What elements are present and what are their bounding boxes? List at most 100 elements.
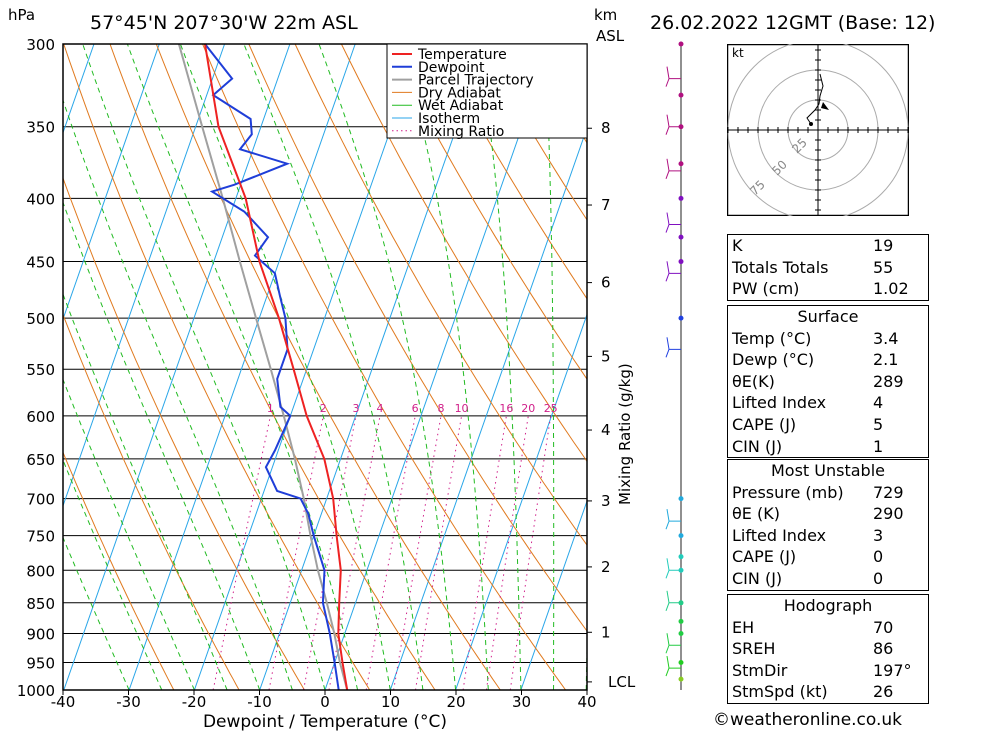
wind-barb [665, 114, 681, 135]
most-unstable-row: Lifted Index 3 [732, 525, 884, 545]
km-tick-label: 2 [601, 558, 611, 576]
mixing-ratio-line [212, 415, 271, 690]
mixing-ratio-label: 1 [267, 402, 274, 415]
mixing-ratio-label: 3 [352, 402, 359, 415]
wind-barb [665, 509, 681, 530]
x-tick-label: -20 [182, 693, 207, 711]
wind-barb [665, 337, 681, 358]
mixing-ratio-line [415, 415, 463, 690]
legend-entry: Mixing Ratio [418, 124, 504, 140]
most-unstable-title: Most Unstable [771, 461, 885, 480]
mixing-ratio-label: 16 [499, 402, 513, 415]
pressure-tick-label: 600 [26, 408, 55, 426]
hodograph-stats-title: Hodograph [783, 596, 873, 615]
dry-adiabat-line [63, 44, 371, 690]
wind-level-marker [678, 234, 684, 240]
dry-adiabat-line [202, 44, 567, 690]
pressure-tick-label: 550 [26, 361, 55, 379]
wind-level-marker [678, 259, 684, 265]
km-tick-label: 4 [601, 421, 611, 439]
x-tick-label: -30 [116, 693, 141, 711]
x-tick-label: 20 [446, 693, 465, 711]
wet-adiabat-line [318, 44, 457, 690]
pressure-tick-label: 400 [26, 190, 55, 208]
mixing-ratio-line [303, 415, 357, 690]
mixing-ratio-line [328, 415, 381, 690]
wet-adiabat-line [400, 44, 489, 690]
legend-entry: Isotherm [418, 111, 480, 127]
wind-level-marker [678, 533, 684, 539]
legend-entry: Dry Adiabat [418, 85, 501, 101]
storm-motion-marker [809, 122, 813, 126]
wind-barb [665, 261, 681, 282]
wind-level-marker [678, 161, 684, 167]
surface-table: Surface Temp (°C) 3.4 Dewp (°C) 2.1 θE(K) 2… [727, 305, 929, 459]
mixing-ratio-line [485, 415, 529, 690]
wet-adiabat-line [63, 458, 163, 690]
legend-entry: Parcel Trajectory [418, 73, 534, 89]
mixing-ratio-label: 2 [320, 402, 327, 415]
wind-barb [665, 158, 681, 180]
dry-adiabat-line [387, 44, 587, 381]
mixing-ratio-label: 10 [455, 402, 469, 415]
pressure-tick-label: 950 [26, 654, 55, 672]
dry-adiabat-line [109, 44, 436, 690]
pressure-tick-label: 700 [26, 491, 55, 509]
km-unit-label: km [594, 6, 618, 24]
hodograph-stats-table: Hodograph EH 70 SREH 86 StmDir 197° StmSpd … [727, 594, 929, 704]
wind-barb [665, 212, 681, 233]
surface-row: Dewp (°C) 2.1 [732, 350, 899, 370]
mixing-ratio-label: 25 [544, 402, 558, 415]
isotherm-line [63, 44, 291, 690]
dry-adiabat-line [155, 44, 501, 690]
datetime-title: 26.02.2022 12GMT (Base: 12) [650, 12, 936, 34]
surface-row: Temp (°C) 3.4 [732, 328, 899, 348]
pressure-tick-label: 650 [26, 451, 55, 469]
mixing-ratio-line [268, 415, 324, 690]
wind-level-marker [678, 41, 684, 47]
x-tick-label: 0 [320, 693, 330, 711]
pressure-tick-label: 750 [26, 528, 55, 546]
isotherm-line [63, 44, 226, 508]
wind-level-marker [678, 618, 684, 624]
dry-adiabat-line [433, 44, 587, 300]
wind-barb [665, 633, 681, 654]
indices-row: PW (cm) 1.02 [732, 279, 909, 299]
isotherm-line [128, 44, 356, 690]
dry-adiabat-line [248, 44, 587, 632]
dry-adiabat-line [63, 451, 175, 690]
dry-adiabat-line [63, 176, 305, 690]
indices-row: K 19 [732, 236, 894, 255]
wet-adiabat-line [544, 44, 555, 690]
isotherm-line [0, 44, 29, 690]
dry-adiabat-line [340, 44, 587, 463]
indices-table: K 19 Totals Totals 55 PW (cm) 1.02 [727, 234, 929, 301]
isotherm-line [520, 499, 587, 690]
most-unstable-row: θE (K) 290 [732, 504, 904, 524]
isotherm-line [389, 126, 587, 690]
legend-entry: Wet Adiabat [418, 98, 504, 114]
isotherm-line [324, 44, 552, 690]
pressure-tick-label: 350 [26, 119, 55, 137]
wind-barb [665, 66, 681, 87]
wet-adiabat-line [179, 44, 391, 690]
x-tick-label: 30 [512, 693, 531, 711]
wind-barb [665, 558, 681, 579]
most-unstable-row: CAPE (J) 0 [732, 547, 884, 567]
y-axis-label: Mixing Ratio (g/kg) [616, 363, 634, 505]
wind-level-marker [678, 92, 684, 98]
pressure-tick-label: 900 [26, 625, 55, 643]
hodograph-stats-row: StmSpd (kt) 26 [732, 682, 894, 702]
dry-adiabat-line [63, 313, 240, 690]
km-tick-label: 3 [601, 492, 611, 510]
dewpoint-line [204, 44, 340, 690]
most-unstable-row: CIN (J) 0 [732, 568, 884, 588]
hodograph-unit-label: kt [732, 46, 744, 60]
isotherm-line [259, 44, 487, 690]
isotherm-line [455, 313, 587, 690]
lcl-label: LCL [608, 673, 636, 691]
surface-row: CAPE (J) 5 [732, 414, 884, 434]
